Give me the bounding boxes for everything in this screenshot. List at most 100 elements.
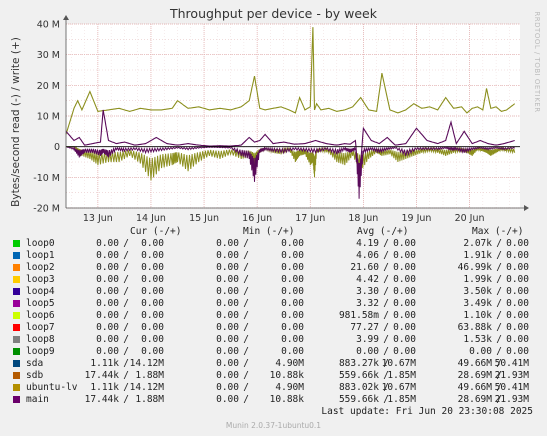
legend-value: 0.00 <box>141 274 164 285</box>
legend-separator: / <box>383 358 389 369</box>
x-tick-label: 19 Jun <box>401 213 431 224</box>
legend-value: 0.00 <box>216 286 239 297</box>
legend-value: 1.85M <box>387 370 416 381</box>
legend-value: 0.00 <box>141 334 164 345</box>
legend-row-loop1: loop1 0.00 / 0.00 0.00 / 0.00 4.06 / 0.00 1.91k / 0.… <box>0 250 547 262</box>
legend-value: 0.00 <box>96 274 119 285</box>
legend-separator: / <box>243 250 249 261</box>
legend-swatch <box>13 336 20 343</box>
x-tick-label: 13 Jun <box>83 213 113 224</box>
legend-separator: / <box>123 274 129 285</box>
legend-swatch <box>13 348 20 355</box>
legend-value: 50.41M <box>494 358 529 369</box>
legend-separator: / <box>243 262 249 273</box>
legend-header-max: Max (-/+) <box>472 226 524 237</box>
legend-value: 4.19 <box>356 238 379 249</box>
legend-value: 0.00 <box>281 262 304 273</box>
y-tick-label: 20 M <box>37 81 60 92</box>
legend-separator: / <box>496 370 502 381</box>
legend-header-avg: Avg (-/+) <box>357 226 409 237</box>
legend-value: 0.00 <box>216 370 239 381</box>
legend-swatch <box>13 276 20 283</box>
legend-value: 3.49k <box>463 298 492 309</box>
legend-value: 0.00 <box>506 286 529 297</box>
legend-row-loop6: loop6 0.00 / 0.00 0.00 / 0.00 981.58m / 0.00 1.10k… <box>0 310 547 322</box>
legend-row-ubuntu-lv: ubuntu-lv 1.11k/14.12M 0.00/4.90M 883.02k/1… <box>0 382 547 394</box>
legend-value: 883.27k <box>338 358 379 369</box>
legend-value: 21.93M <box>494 394 529 405</box>
legend-separator: / <box>123 238 129 249</box>
legend-value: 0.00 <box>506 238 529 249</box>
legend-separator: / <box>243 298 249 309</box>
legend-separator: / <box>496 382 502 393</box>
legend-value: 0.00 <box>96 346 119 357</box>
legend-device-name: ubuntu-lv <box>26 382 78 393</box>
legend-value: 0.00 <box>281 298 304 309</box>
legend-value: 49.66M <box>457 382 492 393</box>
legend-value: 4.90M <box>275 358 304 369</box>
legend-separator: / <box>496 238 502 249</box>
legend-separator: / <box>383 382 389 393</box>
legend-value: 50.41M <box>494 382 529 393</box>
legend-separator: / <box>123 334 129 345</box>
legend-value: 883.02k <box>338 382 379 393</box>
legend-value: 0.00 <box>281 334 304 345</box>
legend-value: 3.30 <box>356 286 379 297</box>
legend-device-name: sda <box>26 358 44 369</box>
legend-value: 10.67M <box>381 358 416 369</box>
legend-value: 0.00 <box>96 298 119 309</box>
legend-value: 14.12M <box>129 358 164 369</box>
legend-value: 0.00 <box>506 298 529 309</box>
legend-value: 0.00 <box>393 262 416 273</box>
legend-value: 0.00 <box>141 346 164 357</box>
legend-swatch <box>13 288 20 295</box>
legend-row-loop5: loop5 0.00 / 0.00 0.00 / 0.00 3.32 / 0.00 3.49k / 0.… <box>0 298 547 310</box>
legend-row-loop9: loop9 0.00 / 0.00 0.00 / 0.00 0.00 / 0.00 0.00 / 0.0… <box>0 346 547 358</box>
throughput-chart: -20 M -10 M 0 10 M 20 M 30 M 40 M 13 Jun 14 Jun 1… <box>33 15 529 224</box>
legend-separator: / <box>243 358 249 369</box>
legend-value: 1.99k <box>463 274 492 285</box>
legend-value: 10.88k <box>269 394 304 405</box>
legend-value: 0.00 <box>216 274 239 285</box>
legend-separator: / <box>383 262 389 273</box>
legend-value: 0.00 <box>141 262 164 273</box>
x-tick-label: 18 Jun <box>348 213 378 224</box>
legend-separator: / <box>243 346 249 357</box>
legend-separator: / <box>243 310 249 321</box>
legend-header-min: Min (-/+) <box>243 226 295 237</box>
legend-separator: / <box>243 286 249 297</box>
legend-value: 0.00 <box>506 274 529 285</box>
x-tick-label: 20 Jun <box>455 213 485 224</box>
legend-value: 0.00 <box>141 310 164 321</box>
legend-value: 0.00 <box>506 322 529 333</box>
legend-value: 28.69M <box>457 370 492 381</box>
legend-separator: / <box>123 382 129 393</box>
legend-separator: / <box>496 346 502 357</box>
legend-value: 0.00 <box>281 310 304 321</box>
legend-value: 0.00 <box>393 310 416 321</box>
legend-value: 0.00 <box>216 394 239 405</box>
legend-separator: / <box>383 322 389 333</box>
x-tick-label: 16 Jun <box>242 213 272 224</box>
legend-value: 0.00 <box>216 334 239 345</box>
y-tick-label: 0 <box>54 142 60 153</box>
legend-value: 0.00 <box>141 322 164 333</box>
legend-swatch <box>13 240 20 247</box>
legend-value: 1.10k <box>463 310 492 321</box>
legend-value: 2.07k <box>463 238 492 249</box>
legend-header-cur: Cur (-/+) <box>130 226 182 237</box>
legend-separator: / <box>496 298 502 309</box>
legend-separator: / <box>123 262 129 273</box>
legend-separator: / <box>383 238 389 249</box>
legend-value: 17.44k <box>84 370 119 381</box>
legend-separator: / <box>383 310 389 321</box>
legend-value: 0.00 <box>216 310 239 321</box>
legend-separator: / <box>383 370 389 381</box>
legend-separator: / <box>243 322 249 333</box>
legend-separator: / <box>383 250 389 261</box>
legend-value: 0.00 <box>216 346 239 357</box>
legend-swatch <box>13 324 20 331</box>
legend-separator: / <box>496 250 502 261</box>
legend-value: 0.00 <box>393 286 416 297</box>
legend-value: 0.00 <box>216 262 239 273</box>
